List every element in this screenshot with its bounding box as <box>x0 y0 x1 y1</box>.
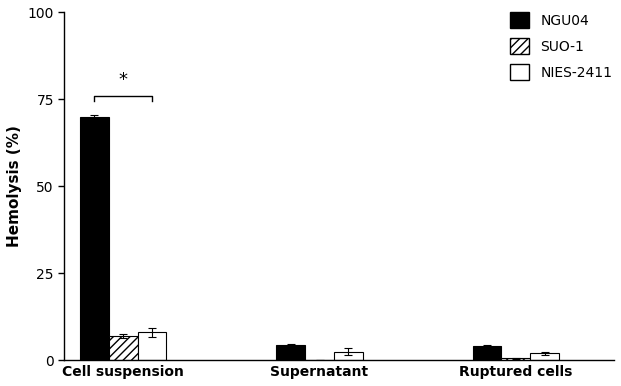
Bar <box>502 359 530 360</box>
Text: *: * <box>119 71 128 89</box>
Bar <box>109 336 138 360</box>
Bar <box>530 353 559 360</box>
Bar <box>80 117 109 360</box>
Bar <box>138 332 166 360</box>
Bar <box>473 346 502 360</box>
Bar <box>276 345 305 360</box>
Legend: NGU04, SUO-1, NIES-2411: NGU04, SUO-1, NIES-2411 <box>510 12 612 80</box>
Y-axis label: Hemolysis (%): Hemolysis (%) <box>7 125 22 247</box>
Bar <box>334 352 363 360</box>
